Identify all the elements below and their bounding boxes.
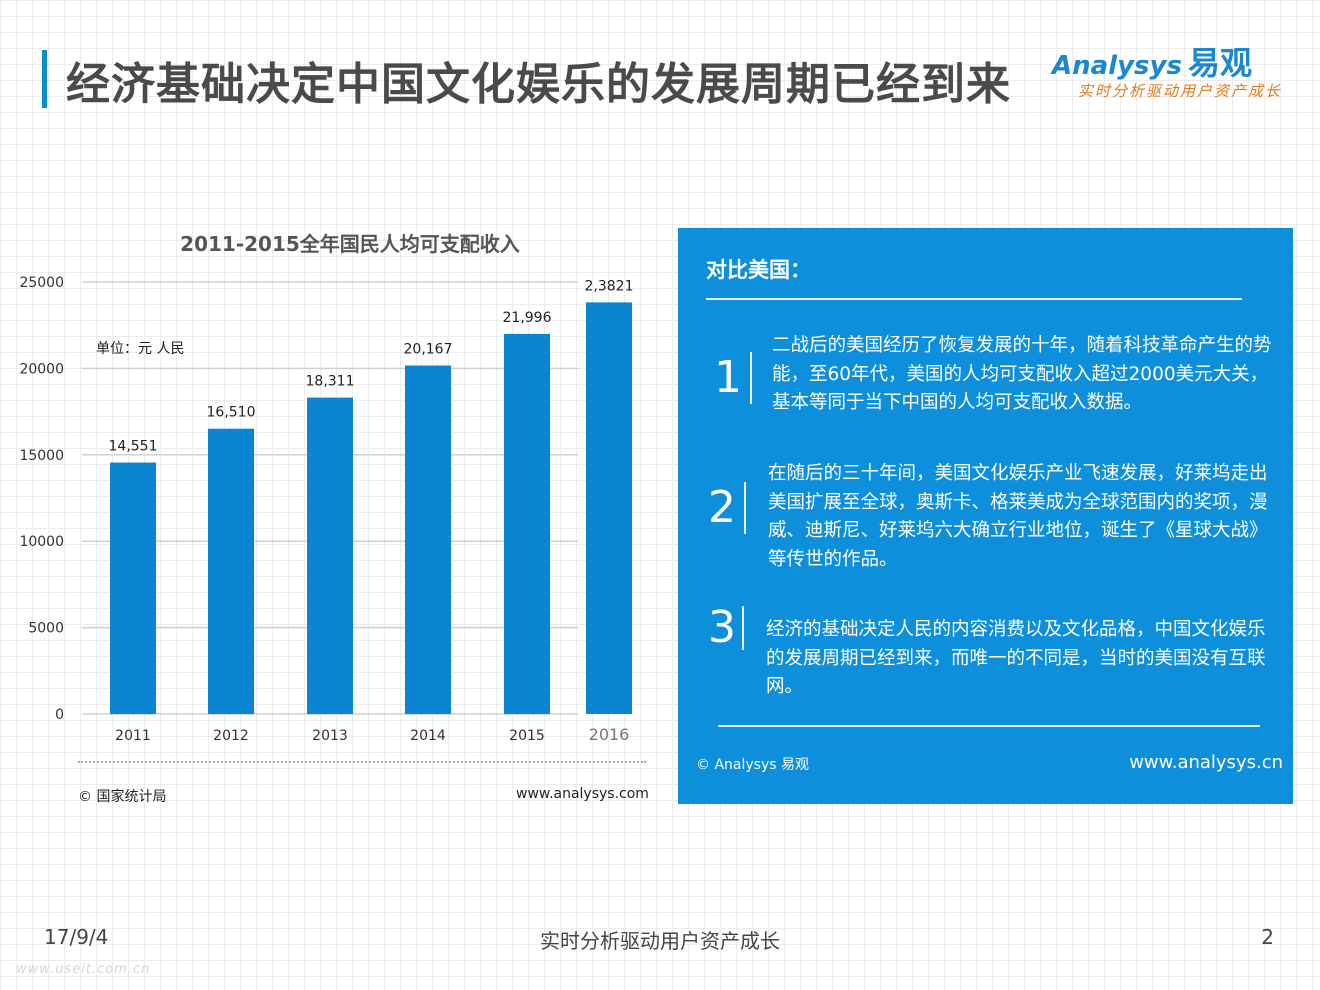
data-label: 14,551 (109, 439, 158, 455)
x-tick-label: 2014 (410, 728, 446, 744)
item-number: 1 (714, 352, 742, 403)
panel-copyright: © Analysys 易观 (696, 757, 809, 773)
title-accent-bar (42, 50, 47, 108)
data-label: 2,3821 (585, 278, 634, 294)
data-label: 16,510 (207, 405, 256, 421)
item-text: 二战后的美国经历了恢复发展的十年，随着科技革命产生的势能，至60年代，美国的人均… (772, 335, 1272, 413)
y-tick-label: 20000 (19, 361, 64, 377)
panel-url: www.analysys.cn (1129, 752, 1283, 773)
chart-title: 2011-2015全年国民人均可支配收入 (180, 232, 520, 256)
item-text: 经济的基础决定人民的内容消费以及文化品格，中国文化娱乐的发展周期已经到来，而唯一… (766, 619, 1266, 697)
data-label: 20,167 (404, 342, 453, 358)
logo-cn-text: 易观 (1187, 44, 1252, 82)
bar-2014 (405, 365, 451, 714)
y-tick-label: 0 (55, 707, 64, 723)
item-number: 2 (708, 482, 736, 533)
bar-chart: 0 5000 10000 15000 20000 25000 14,551 2011 16,51… (19, 275, 634, 744)
chart-source-url: www.analysys.com (516, 786, 649, 802)
x-tick-label: 2013 (312, 728, 348, 744)
item-number: 3 (708, 602, 736, 653)
bar-2011 (110, 462, 156, 714)
footer-tagline: 实时分析驱动用户资产成长 (540, 929, 780, 953)
page-number: 2 (1261, 925, 1274, 949)
item-separator (744, 482, 746, 534)
chart-source: © 国家统计局 (78, 789, 167, 805)
chart-unit-label: 单位：元 人民 (96, 341, 185, 357)
logo-en-text: Analysys (1052, 51, 1182, 81)
logo-wordmark: Analysys 易观 (1052, 38, 1252, 84)
bar-2013 (307, 397, 353, 714)
page-title: 经济基础决定中国文化娱乐的发展周期已经到来 (66, 59, 1011, 110)
panel-divider-top (706, 298, 1242, 300)
brand-logo: Analysys 易观 实时分析驱动用户资产成长 (1052, 38, 1282, 108)
item-separator (750, 352, 752, 404)
data-label: 18,311 (306, 374, 355, 390)
x-tick-label: 2015 (509, 728, 545, 744)
bar-2015 (504, 333, 550, 714)
watermark: www.useit.com.cn (16, 962, 151, 977)
y-tick-label: 10000 (19, 534, 64, 550)
y-tick-label: 5000 (28, 621, 64, 637)
x-tick-label: 2012 (213, 728, 249, 744)
x-tick-label: 2016 (589, 725, 630, 744)
y-tick-label: 25000 (19, 275, 64, 291)
bar-2012 (208, 428, 254, 714)
y-tick-label: 15000 (19, 448, 64, 464)
item-text: 在随后的三十年间，美国文化娱乐产业飞速发展，好莱坞走出美国扩展至全球，奥斯卡、格… (768, 463, 1268, 570)
x-tick-label: 2011 (115, 728, 151, 744)
chart-divider (78, 761, 646, 763)
logo-tagline: 实时分析驱动用户资产成长 (1077, 82, 1282, 100)
panel-divider-bottom (718, 725, 1260, 727)
data-label: 21,996 (503, 310, 552, 326)
footer-date: 17/9/4 (44, 925, 109, 949)
panel-heading: 对比美国： (706, 258, 811, 282)
comparison-panel: 对比美国： 1 二战后的美国经历了恢复发展的十年，随着科技革命产生的势能，至60… (678, 228, 1293, 804)
item-separator (742, 606, 744, 650)
bar-2016 (586, 302, 632, 714)
